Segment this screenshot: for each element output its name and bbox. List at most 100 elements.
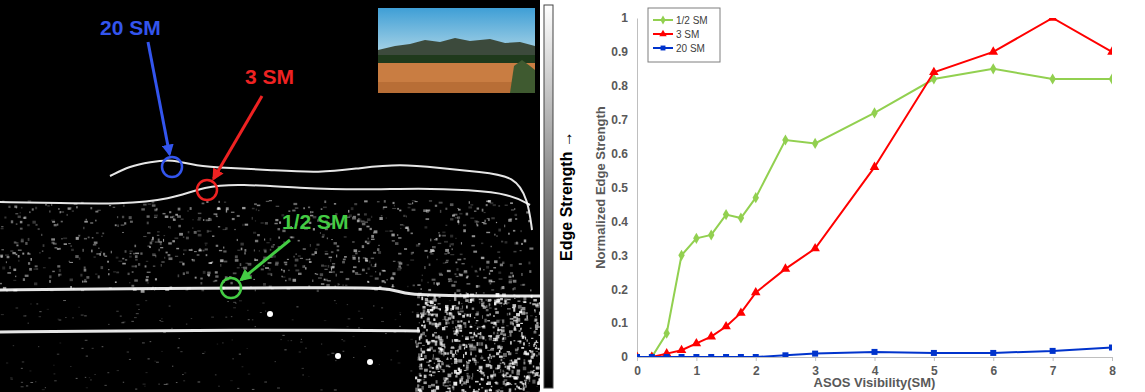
speckle <box>436 259 438 260</box>
x-tick: 0 <box>634 357 641 378</box>
speckle <box>186 324 187 325</box>
speckle <box>231 212 234 213</box>
speckle <box>195 277 197 279</box>
speckle <box>534 348 537 349</box>
speckle <box>439 309 441 311</box>
x-tick-mark <box>756 357 757 361</box>
speckle <box>469 314 471 317</box>
speckle <box>371 216 372 218</box>
speckle <box>476 320 478 321</box>
speckle <box>447 308 448 311</box>
speckle <box>518 324 520 325</box>
speckle <box>373 252 376 254</box>
speckle <box>309 259 310 261</box>
speckle <box>438 336 442 340</box>
speckle <box>25 242 27 245</box>
speckle <box>353 336 355 337</box>
speckle <box>366 226 369 228</box>
y-tick: 0.2 <box>611 283 637 297</box>
speckle <box>449 381 451 382</box>
speckle <box>392 240 395 241</box>
speckle <box>479 383 481 385</box>
speckle <box>78 235 79 237</box>
speckle <box>481 378 483 380</box>
speckle <box>14 206 17 208</box>
speckle <box>483 325 485 327</box>
speckle <box>537 381 541 384</box>
speckle <box>483 223 486 224</box>
speckle <box>1 226 3 227</box>
speckle <box>124 222 126 224</box>
speckle <box>96 253 99 255</box>
speckle <box>450 203 454 206</box>
x-tick-label: 8 <box>1109 364 1116 378</box>
speckle <box>510 363 513 365</box>
speckle <box>39 252 40 253</box>
speckle <box>1 256 3 258</box>
speckle <box>444 385 447 386</box>
speckle <box>528 376 530 378</box>
speckle <box>455 273 457 275</box>
speckle <box>216 216 217 218</box>
series <box>637 63 1112 357</box>
speckle <box>428 365 430 367</box>
speckle <box>475 270 477 272</box>
speckle <box>308 376 309 377</box>
speckle <box>430 301 434 305</box>
series-marker <box>736 307 746 315</box>
series-marker <box>782 352 788 357</box>
speckle <box>387 279 388 281</box>
speckle <box>325 251 328 252</box>
speckle <box>454 370 457 374</box>
speckle <box>164 235 166 236</box>
speckle <box>281 270 285 271</box>
speckle <box>72 317 73 318</box>
speckle <box>418 357 421 360</box>
speckle <box>448 281 449 283</box>
x-tick-mark <box>637 357 638 361</box>
annotation-arrow <box>214 96 262 179</box>
speckle <box>440 342 443 346</box>
speckle <box>529 360 532 364</box>
speckle <box>516 372 519 376</box>
speckle <box>281 276 283 278</box>
speckle <box>521 273 523 276</box>
speckle <box>84 221 88 223</box>
speckle <box>222 342 223 343</box>
speckle <box>146 276 149 278</box>
speckle <box>447 322 449 324</box>
speckle <box>252 208 255 209</box>
speckle <box>445 262 448 263</box>
speckle <box>190 207 192 210</box>
speckle <box>459 213 462 215</box>
speckle <box>536 372 539 373</box>
speckle <box>235 259 239 262</box>
speckle <box>416 343 419 347</box>
speckle <box>202 203 205 205</box>
speckle <box>399 210 401 212</box>
speckle <box>108 269 109 270</box>
speckle <box>521 347 524 349</box>
speckle <box>287 259 289 260</box>
speckle <box>398 253 401 255</box>
speckle <box>419 375 421 377</box>
speckle <box>460 254 463 255</box>
speckle <box>306 259 309 260</box>
speckle <box>360 318 363 319</box>
speckle <box>344 256 347 258</box>
speckle <box>419 366 421 367</box>
speckle <box>240 243 243 246</box>
speckle <box>122 232 124 233</box>
speckle <box>429 200 432 202</box>
speckle <box>320 273 323 276</box>
speckle <box>34 268 36 269</box>
speckle <box>158 239 160 242</box>
speckle <box>59 343 61 344</box>
speckle <box>540 362 542 365</box>
speckle <box>125 250 127 253</box>
speckle <box>445 225 447 226</box>
speckle <box>94 242 98 244</box>
speckle <box>442 235 446 237</box>
speckle <box>495 324 497 327</box>
speckle <box>181 219 184 220</box>
